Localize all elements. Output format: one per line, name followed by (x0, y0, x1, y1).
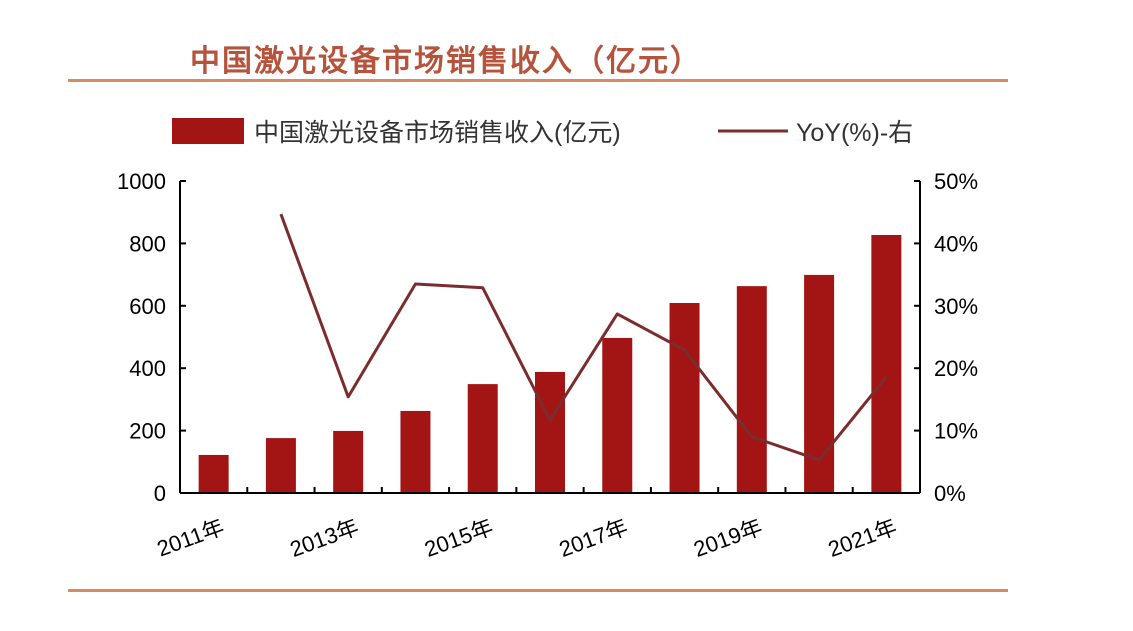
bar-2011年 (198, 454, 229, 493)
yoy-line (279, 213, 888, 462)
x-tick-label: 2017年 (556, 514, 631, 562)
y-left-tick-label: 0 (154, 481, 166, 506)
x-tick-label: 2019年 (690, 514, 765, 562)
y-right-tick-label: 40% (934, 231, 978, 256)
y-right-tick-label: 50% (934, 169, 978, 194)
y-right-tick-label: 10% (934, 419, 978, 444)
x-tick-label: 2021年 (825, 514, 900, 562)
bar-2016年 (535, 371, 565, 493)
top-divider (68, 79, 1008, 82)
x-tick-label: 2015年 (421, 514, 496, 562)
x-tick-label: 2013年 (287, 514, 362, 562)
y-right-tick-label: 30% (934, 294, 978, 319)
bottom-divider (68, 589, 1008, 592)
bar-2013年 (333, 430, 364, 493)
bar-2019年 (736, 286, 767, 493)
legend-bar-swatch (172, 118, 244, 144)
bar-2012年 (265, 438, 296, 493)
legend-line-label: YoY(%)-右 (796, 119, 913, 147)
y-left-tick-label: 600 (129, 294, 166, 319)
bar-2017年 (602, 337, 633, 493)
y-right-tick-label: 0% (934, 481, 966, 506)
legend-bar-label: 中国激光设备市场销售收入(亿元) (254, 119, 621, 147)
y-left-tick-label: 1000 (117, 169, 166, 194)
chart-title: 中国激光设备市场销售收入（亿元） (190, 44, 702, 79)
x-tick-label: 2011年 (154, 514, 228, 561)
bar-2015年 (467, 384, 498, 493)
y-left-tick-label: 800 (129, 231, 166, 256)
bar-2021年 (871, 234, 902, 493)
y-right-tick-label: 20% (934, 356, 978, 381)
bar-2018年 (669, 302, 700, 493)
y-left-tick-label: 400 (129, 356, 166, 381)
y-left-tick-label: 200 (129, 419, 166, 444)
bar-2014年 (400, 410, 431, 493)
